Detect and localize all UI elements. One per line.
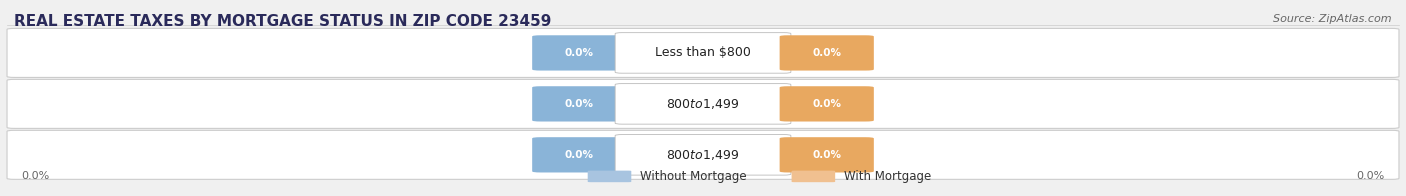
Text: REAL ESTATE TAXES BY MORTGAGE STATUS IN ZIP CODE 23459: REAL ESTATE TAXES BY MORTGAGE STATUS IN … bbox=[14, 14, 551, 29]
FancyBboxPatch shape bbox=[7, 79, 1399, 128]
Text: $800 to $1,499: $800 to $1,499 bbox=[666, 148, 740, 162]
FancyBboxPatch shape bbox=[779, 137, 873, 172]
Text: Less than $800: Less than $800 bbox=[655, 46, 751, 59]
Text: 0.0%: 0.0% bbox=[565, 48, 593, 58]
FancyBboxPatch shape bbox=[533, 35, 627, 71]
FancyBboxPatch shape bbox=[7, 28, 1399, 77]
Text: 0.0%: 0.0% bbox=[565, 99, 593, 109]
Text: 0.0%: 0.0% bbox=[21, 171, 49, 181]
Text: 0.0%: 0.0% bbox=[813, 48, 841, 58]
FancyBboxPatch shape bbox=[588, 171, 631, 182]
Text: 0.0%: 0.0% bbox=[1357, 171, 1385, 181]
Text: Source: ZipAtlas.com: Source: ZipAtlas.com bbox=[1274, 14, 1392, 24]
Text: 0.0%: 0.0% bbox=[565, 150, 593, 160]
FancyBboxPatch shape bbox=[779, 86, 873, 122]
FancyBboxPatch shape bbox=[616, 84, 790, 124]
Text: With Mortgage: With Mortgage bbox=[844, 170, 931, 183]
FancyBboxPatch shape bbox=[533, 137, 627, 172]
FancyBboxPatch shape bbox=[616, 33, 790, 73]
FancyBboxPatch shape bbox=[616, 135, 790, 175]
FancyBboxPatch shape bbox=[779, 35, 873, 71]
Text: 0.0%: 0.0% bbox=[813, 150, 841, 160]
Text: 0.0%: 0.0% bbox=[813, 99, 841, 109]
FancyBboxPatch shape bbox=[7, 130, 1399, 179]
Text: $800 to $1,499: $800 to $1,499 bbox=[666, 97, 740, 111]
Text: Without Mortgage: Without Mortgage bbox=[640, 170, 747, 183]
FancyBboxPatch shape bbox=[533, 86, 627, 122]
FancyBboxPatch shape bbox=[792, 171, 835, 182]
